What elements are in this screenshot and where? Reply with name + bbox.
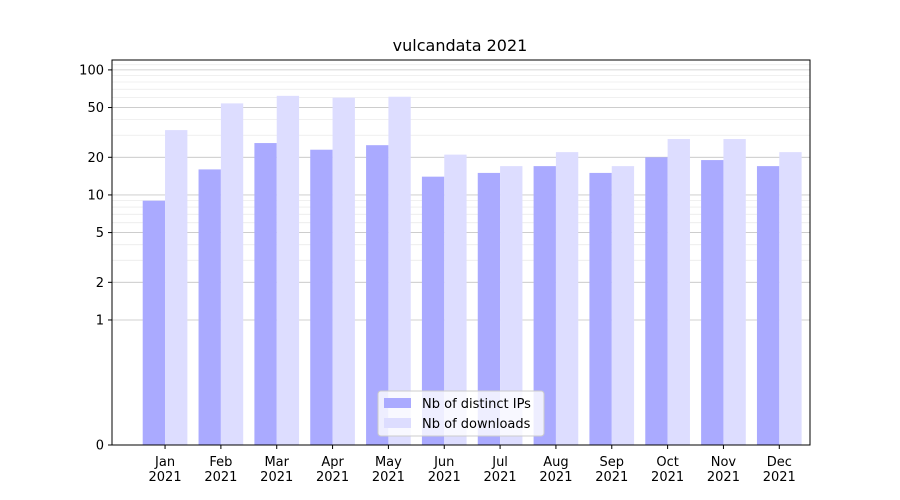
- x-tick-label: Apr 2021: [316, 455, 349, 485]
- bar-downloads: [667, 139, 690, 445]
- bar-downloads: [388, 96, 411, 445]
- bar-ips: [310, 149, 333, 446]
- bar-ips: [645, 157, 668, 445]
- y-tick-label: 5: [96, 226, 104, 241]
- bar-ips: [477, 172, 501, 445]
- bar-downloads: [723, 139, 746, 445]
- bar-downloads: [165, 130, 188, 445]
- chart-title: vulcandata 2021: [393, 36, 528, 55]
- legend-swatch: [384, 398, 411, 408]
- bar-ips: [198, 169, 221, 445]
- x-tick-label: Jul 2021: [484, 455, 517, 485]
- bar-ips: [142, 200, 166, 445]
- y-tick-label: 1: [96, 313, 104, 328]
- x-tick-label: Aug 2021: [539, 455, 572, 485]
- y-tick-label: 20: [87, 151, 104, 166]
- y-tick-label: 10: [87, 188, 104, 203]
- x-tick-label: May 2021: [372, 455, 405, 485]
- x-tick-label: Feb 2021: [204, 455, 237, 485]
- y-tick-label: 0: [96, 439, 104, 454]
- bar-downloads: [779, 152, 802, 445]
- x-tick-label: Sep 2021: [595, 455, 628, 485]
- bar-series: [142, 95, 802, 446]
- bar-ips: [701, 160, 724, 445]
- x-tick-label: Mar 2021: [260, 455, 293, 485]
- bar-ips: [421, 176, 445, 445]
- y-tick-label: 50: [87, 101, 104, 116]
- x-axis: Jan 2021 Feb 2021 Mar 2021 Apr 2021 May 2021 Jun 20…: [149, 445, 796, 485]
- bar-ips: [366, 145, 389, 445]
- legend-box: [377, 390, 545, 437]
- bar-downloads: [555, 152, 579, 445]
- y-tick-label: 2: [96, 276, 104, 291]
- bar-ips: [533, 166, 556, 445]
- plot-frame: [111, 59, 811, 446]
- legend-label: Nb of downloads: [422, 417, 531, 432]
- bar-downloads: [220, 103, 244, 446]
- x-tick-label: Dec 2021: [763, 455, 796, 485]
- legend-swatch: [384, 418, 411, 428]
- bar-downloads: [611, 166, 635, 445]
- bar-downloads: [500, 166, 523, 445]
- y-axis: 0 1 2 5 10 20 50 100: [79, 63, 112, 454]
- bar-ips: [756, 166, 780, 445]
- bar-ips: [589, 172, 612, 445]
- x-tick-label: Jan 2021: [149, 455, 182, 485]
- bar-downloads: [276, 95, 300, 446]
- y-tick-label: 100: [79, 63, 104, 78]
- bar-downloads: [332, 97, 355, 445]
- x-tick-label: Oct 2021: [651, 455, 684, 485]
- x-tick-label: Jun 2021: [428, 455, 461, 485]
- legend-label: Nb of distinct IPs: [422, 397, 531, 412]
- legend: Nb of distinct IPs Nb of downloads: [377, 390, 545, 437]
- bar-ips: [254, 143, 277, 445]
- x-tick-label: Nov 2021: [707, 455, 740, 485]
- bar-downloads: [444, 154, 467, 446]
